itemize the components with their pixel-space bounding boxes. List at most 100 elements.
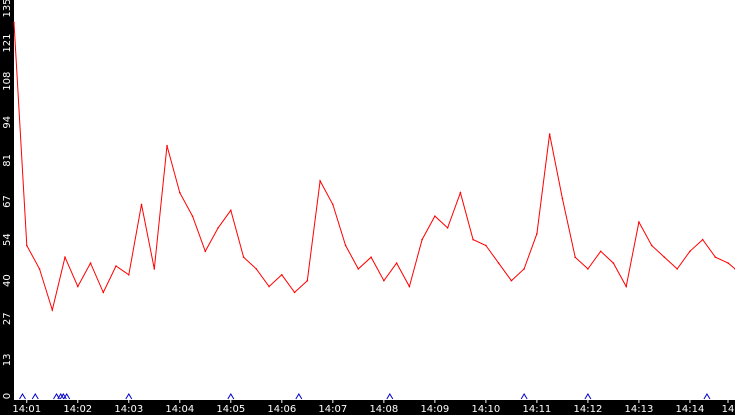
data-point (140, 203, 143, 206)
data-point (638, 221, 640, 223)
x-tick-label: 14:10 (471, 404, 500, 415)
x-tick-label: 14:14 (676, 404, 705, 415)
y-tick-label: 108 (2, 72, 13, 91)
y-tick-label: 0 (2, 393, 13, 399)
data-point (587, 268, 589, 270)
data-point (383, 279, 385, 282)
data-point (625, 285, 627, 288)
x-tick-label: 14 (722, 404, 735, 415)
data-point (166, 144, 168, 147)
x-tick-label: 14:06 (267, 404, 296, 415)
x-tick-label: 14:05 (216, 404, 245, 415)
x-tick-label: 14:03 (114, 404, 143, 415)
data-point (548, 133, 551, 135)
data-point (446, 227, 449, 229)
data-point (127, 274, 130, 276)
data-point (102, 291, 105, 294)
data-point (472, 238, 474, 241)
x-tick-label: 14:13 (625, 404, 654, 415)
y-tick-label: 13 (2, 353, 13, 366)
data-point (255, 268, 258, 270)
data-point (395, 262, 398, 264)
data-point (561, 197, 564, 200)
event-marker (295, 393, 303, 400)
x-tick-label: 14:08 (369, 404, 398, 415)
x-tick-label: 14:09 (420, 404, 449, 415)
data-point (459, 191, 462, 194)
data-point (497, 262, 500, 264)
data-point (191, 215, 194, 217)
x-tick-label: 14:07 (318, 404, 347, 415)
data-point (434, 215, 436, 217)
series-line (13, 22, 735, 312)
data-point (25, 244, 28, 247)
y-tick-label: 54 (2, 233, 13, 246)
event-marker (31, 393, 39, 400)
data-point (293, 291, 296, 294)
data-point (599, 250, 602, 253)
data-point (727, 262, 729, 264)
event-marker (59, 393, 67, 400)
event-marker-layer (19, 393, 711, 400)
x-axis-ticks: 14:01 14:02 14:03 14:04 14:05 14:06 14:07 14:08… (12, 400, 734, 415)
data-point (357, 268, 360, 270)
event-marker (19, 393, 26, 400)
data-point (268, 285, 270, 288)
event-marker (386, 393, 394, 400)
data-point (13, 21, 15, 24)
data-point (701, 238, 704, 241)
data-point (714, 256, 717, 259)
data-point (332, 203, 334, 206)
data-point (421, 238, 423, 241)
x-tick-label: 14:12 (573, 404, 602, 415)
data-point (612, 262, 615, 264)
y-axis-ticks: 0 13 27 40 54 67 81 94 108 121 135 (2, 0, 13, 399)
data-point (38, 268, 41, 270)
data-point (64, 256, 66, 259)
y-tick-label: 94 (2, 116, 13, 129)
data-point (536, 232, 538, 235)
x-axis-strip (0, 400, 735, 415)
data-point (281, 274, 283, 276)
event-marker (125, 393, 133, 400)
event-marker (57, 393, 65, 400)
data-point (230, 209, 232, 212)
data-point (523, 268, 525, 270)
data-point (319, 180, 321, 182)
data-point (217, 227, 219, 229)
y-tick-label: 121 (2, 34, 13, 53)
data-point (51, 309, 54, 311)
data-point (663, 256, 666, 259)
event-marker (584, 393, 592, 400)
data-point (204, 250, 207, 253)
data-point (676, 268, 678, 270)
data-point (306, 279, 309, 282)
y-tick-label: 81 (2, 154, 13, 167)
event-marker (520, 393, 528, 400)
data-point (574, 256, 576, 259)
data-point (76, 285, 79, 288)
data-point (178, 191, 181, 194)
x-tick-label: 14:11 (522, 404, 551, 415)
data-point (153, 268, 156, 270)
data-point (408, 285, 411, 288)
data-point (485, 244, 487, 247)
data-point (344, 244, 347, 247)
data-point (689, 250, 691, 253)
y-tick-label: 40 (2, 274, 13, 287)
data-point (89, 262, 92, 264)
data-point (650, 244, 653, 247)
y-axis-strip (0, 0, 14, 415)
data-point (115, 265, 117, 267)
data-point (242, 256, 245, 259)
data-point (510, 279, 513, 282)
y-tick-label: 135 (2, 0, 13, 18)
event-marker (63, 393, 71, 400)
y-tick-label: 27 (2, 312, 13, 325)
event-marker (703, 393, 711, 400)
y-tick-label: 67 (2, 195, 13, 208)
x-tick-label: 14:04 (165, 404, 194, 415)
x-tick-label: 14:01 (12, 404, 41, 415)
